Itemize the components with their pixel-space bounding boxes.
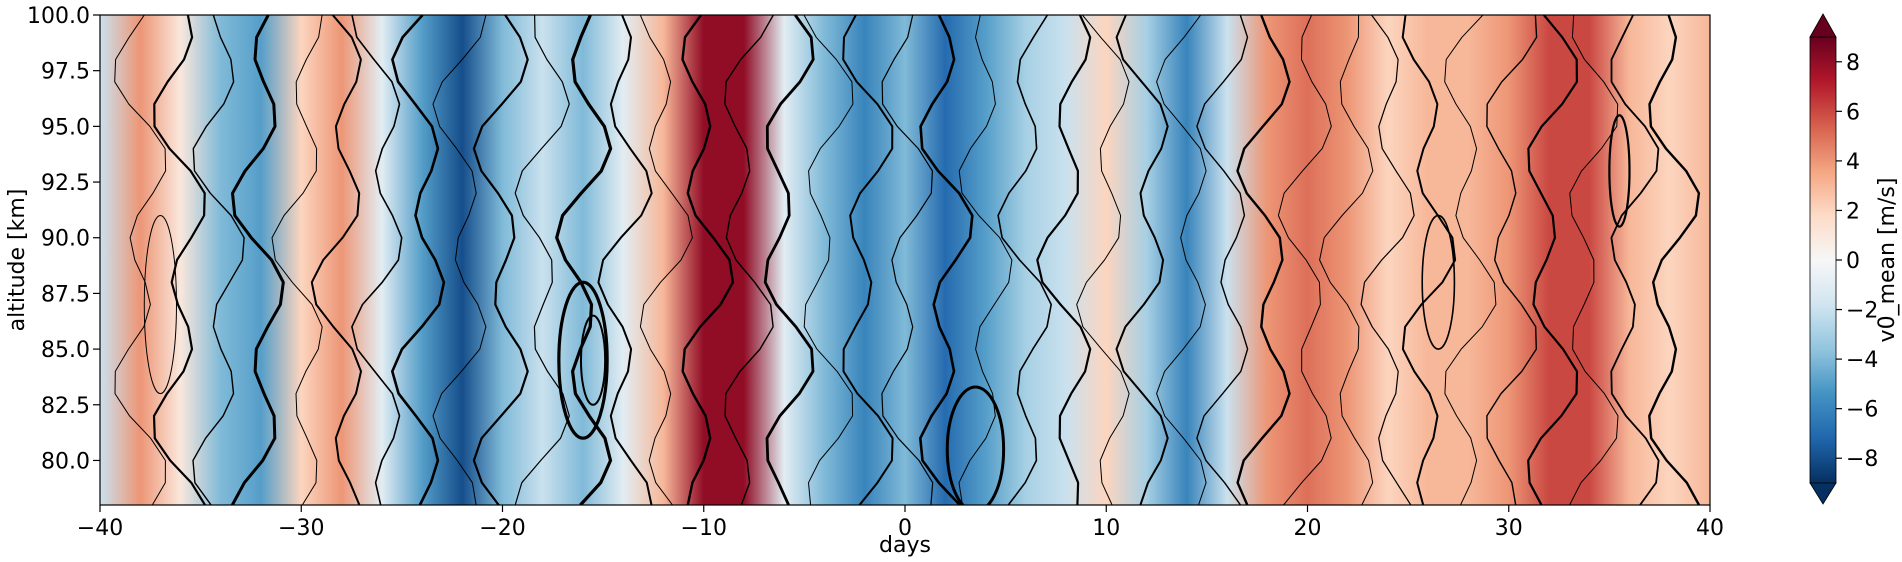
contour-line [310,15,362,505]
contour-line [192,15,245,505]
plot-area [99,14,1711,506]
y-tick-label: 95.0 [41,115,90,140]
contour-line [1319,15,1374,505]
colorbar-tick-label: 0 [1846,249,1860,274]
contour-line [1236,15,1291,505]
colorbar-tick-label: −8 [1846,447,1878,472]
contour-line [1486,15,1538,505]
contour-line [1076,15,1130,505]
contour-line [1115,15,1169,505]
colorbar-tick-label: 2 [1846,199,1860,224]
x-tick-label: −20 [479,516,525,541]
x-tick-label: 40 [1696,516,1724,541]
contour-line [597,15,653,505]
x-tick-label: −10 [681,516,727,541]
x-tick-label: −40 [77,516,123,541]
colorbar-tick-label: 4 [1846,150,1860,175]
contour-loop [557,280,609,440]
colorbar-tick-label: −4 [1846,348,1878,373]
colorbar-tick-label: −6 [1846,398,1878,423]
contour-line [152,15,206,505]
contour-loop [579,314,607,406]
contour-line [1569,15,1619,505]
contour-line [639,15,693,505]
contour-line [514,15,570,505]
contour-line [1156,15,1207,505]
contour-line [681,15,735,505]
y-tick-label: 85.0 [41,338,90,363]
colorbar: −8 −6 −4 −2 0 2 4 6 8 v0_mean [m/s] [1809,13,1900,505]
contour-loop [1421,214,1456,350]
contour-line [1277,15,1332,505]
contour-loop [1608,114,1631,228]
contour-line [881,15,934,505]
contour-line [1196,15,1249,505]
y-tick-label: 92.5 [41,171,90,196]
contour-line [1527,15,1579,505]
colorbar-extend-min [1809,482,1837,505]
y-tick-label: 97.5 [41,60,90,85]
contour-line [271,15,323,505]
x-axis-ticks: −40 −30 −20 −10 0 10 20 30 40 [77,505,1724,541]
contour-loop [143,214,177,395]
colorbar-tick-label: 6 [1846,100,1860,125]
contour-line [1401,15,1457,505]
contour-line [724,15,774,505]
colorbar-tick-label: −2 [1846,299,1878,324]
contour-line [1648,15,1701,505]
contour-line [842,15,894,505]
x-tick-label: 30 [1495,516,1523,541]
y-axis-ticks: 80.0 82.5 85.0 87.5 90.0 92.5 95.0 97.5 100.0 [27,4,100,474]
y-axis-label: altitude [km] [5,189,30,332]
contour-line [997,15,1052,505]
colorbar-label: v0_mean [m/s] [1875,178,1900,343]
contour-line [919,15,974,505]
colorbar-scale [1809,36,1837,484]
colorbar-extend-max [1809,13,1837,38]
x-tick-label: −30 [278,516,324,541]
contour-line [763,15,815,505]
contour-line [958,15,1013,505]
contour-loop [945,385,1006,505]
contour-lines [114,15,1701,505]
contour-line [555,15,613,505]
y-tick-label: 100.0 [27,4,90,29]
contour-line [114,15,167,505]
contour-line [1444,15,1497,505]
x-axis-label: days [879,533,931,558]
x-tick-label: 10 [1092,516,1120,541]
x-tick-label: 20 [1294,516,1322,541]
x-tick-label: 0 [898,516,912,541]
heatmap-field [100,15,1710,505]
contour-line [1360,15,1415,505]
y-tick-label: 87.5 [41,282,90,307]
contour-line [351,15,403,505]
y-tick-label: 90.0 [41,227,90,252]
contour-line [1610,15,1660,505]
contour-line [472,15,529,505]
contour-line [391,15,446,505]
y-tick-label: 80.0 [41,449,90,474]
contour-line [1036,15,1092,505]
y-tick-label: 82.5 [41,394,90,419]
colorbar-tick-label: 8 [1846,51,1860,76]
contour-line [803,15,854,505]
colorbar-ticks: −8 −6 −4 −2 0 2 4 6 8 [1836,51,1878,472]
contour-line [230,15,285,505]
contour-line [432,15,487,505]
